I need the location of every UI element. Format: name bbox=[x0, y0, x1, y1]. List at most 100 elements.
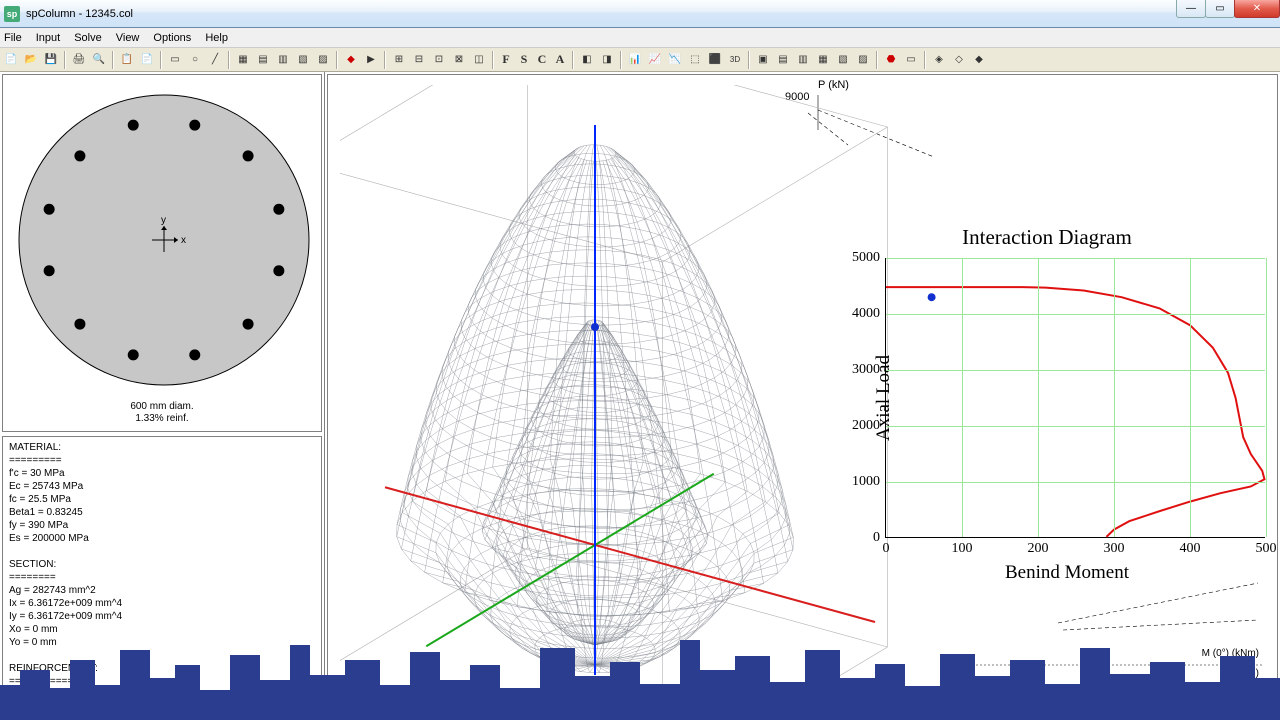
tool-copy[interactable]: 📋 bbox=[118, 51, 136, 69]
section-header: SECTION: bbox=[9, 558, 315, 571]
section-line: Xo = 0 mm bbox=[9, 623, 315, 636]
xtick: 100 bbox=[952, 541, 973, 557]
close-button[interactable]: ✕ bbox=[1234, 0, 1280, 18]
tool-misc2[interactable]: ◨ bbox=[598, 51, 616, 69]
ytick: 1000 bbox=[852, 474, 880, 490]
tool-3d[interactable]: 3D bbox=[726, 51, 744, 69]
tool-y3[interactable]: ◆ bbox=[970, 51, 988, 69]
tool-w6[interactable]: ▨ bbox=[854, 51, 872, 69]
window-title: spColumn - 12345.col bbox=[26, 8, 133, 20]
tool-line[interactable]: ╱ bbox=[206, 51, 224, 69]
ytick: 5000 bbox=[852, 250, 880, 266]
app-icon: sp bbox=[4, 6, 20, 22]
tool-zoom2[interactable]: ⊟ bbox=[410, 51, 428, 69]
material-line: Es = 200000 MPa bbox=[9, 532, 315, 545]
menu-file[interactable]: File bbox=[4, 32, 22, 44]
svg-text:x: x bbox=[181, 235, 186, 246]
material-line: fc = 25.5 MPa bbox=[9, 493, 315, 506]
material-line: Beta1 = 0.83245 bbox=[9, 506, 315, 519]
tool-letter-s[interactable]: S bbox=[516, 51, 532, 69]
tool-v2[interactable]: 📈 bbox=[646, 51, 664, 69]
menu-input[interactable]: Input bbox=[36, 32, 60, 44]
tool-v4[interactable]: ⬚ bbox=[686, 51, 704, 69]
caption-reinf: 1.33% reinf. bbox=[3, 413, 321, 425]
ytick: 0 bbox=[873, 530, 880, 546]
tool-run[interactable]: ▶ bbox=[362, 51, 380, 69]
tool-letter-f[interactable]: F bbox=[498, 51, 514, 69]
main-viewport[interactable]: P (kN) 9000 M (0°) (kNm) (Pmin) 8000 Int… bbox=[327, 74, 1278, 718]
info-panel: MATERIAL: ========= f'c = 30 MPaEc = 257… bbox=[2, 436, 322, 718]
tool-grid3[interactable]: ▥ bbox=[274, 51, 292, 69]
tool-x2[interactable]: ▭ bbox=[902, 51, 920, 69]
tool-v1[interactable]: 📊 bbox=[626, 51, 644, 69]
toolbar: 📄 📂 💾 🖨 🔍 📋 📄 ▭ ○ ╱ ▦ ▤ ▥ ▧ ▨ ◆ ▶ ⊞ ⊟ ⊡ … bbox=[0, 48, 1280, 72]
tool-letter-a[interactable]: A bbox=[552, 51, 568, 69]
tool-grid2[interactable]: ▤ bbox=[254, 51, 272, 69]
tool-w3[interactable]: ▥ bbox=[794, 51, 812, 69]
tool-y2[interactable]: ◇ bbox=[950, 51, 968, 69]
tool-save[interactable]: 💾 bbox=[42, 51, 60, 69]
tool-x1[interactable]: ⬣ bbox=[882, 51, 900, 69]
maximize-button[interactable]: ▭ bbox=[1205, 0, 1235, 18]
tool-paste[interactable]: 📄 bbox=[138, 51, 156, 69]
tool-zoom1[interactable]: ⊞ bbox=[390, 51, 408, 69]
tool-zoom4[interactable]: ⊠ bbox=[450, 51, 468, 69]
tool-w4[interactable]: ▦ bbox=[814, 51, 832, 69]
xtick: 500 bbox=[1256, 541, 1277, 557]
m-axis-label: M (0°) (kNm) bbox=[1202, 648, 1259, 659]
menu-bar: File Input Solve View Options Help bbox=[0, 28, 1280, 48]
material-line: Ec = 25743 MPa bbox=[9, 480, 315, 493]
tool-rect[interactable]: ▭ bbox=[166, 51, 184, 69]
reinf-line: As = 3768 mm^2 bbox=[9, 701, 315, 714]
tool-letter-c[interactable]: C bbox=[534, 51, 550, 69]
tool-zoom5[interactable]: ◫ bbox=[470, 51, 488, 69]
menu-help[interactable]: Help bbox=[205, 32, 228, 44]
section-line: Ag = 282743 mm^2 bbox=[9, 584, 315, 597]
menu-solve[interactable]: Solve bbox=[74, 32, 102, 44]
tool-grid4[interactable]: ▧ bbox=[294, 51, 312, 69]
tool-w1[interactable]: ▣ bbox=[754, 51, 772, 69]
svg-text:y: y bbox=[161, 215, 166, 226]
ytick: 2000 bbox=[852, 418, 880, 434]
title-bar: sp spColumn - 12345.col — ▭ ✕ bbox=[0, 0, 1280, 28]
reinf-line: 12 #20 bars @ 1.333% bbox=[9, 688, 315, 701]
material-line: f'c = 30 MPa bbox=[9, 467, 315, 480]
section-line: Yo = 0 mm bbox=[9, 636, 315, 649]
cross-section-panel: x y 600 mm diam. 1.33% reinf. bbox=[2, 74, 322, 432]
tool-zoom3[interactable]: ⊡ bbox=[430, 51, 448, 69]
tool-misc1[interactable]: ◧ bbox=[578, 51, 596, 69]
xtick: 400 bbox=[1180, 541, 1201, 557]
tool-w2[interactable]: ▤ bbox=[774, 51, 792, 69]
tool-w5[interactable]: ▧ bbox=[834, 51, 852, 69]
tool-open[interactable]: 📂 bbox=[22, 51, 40, 69]
interaction-surface-3d: 8000 bbox=[340, 85, 900, 705]
cross-section-drawing: x y bbox=[3, 75, 324, 429]
tool-grid5[interactable]: ▨ bbox=[314, 51, 332, 69]
chart-curve bbox=[886, 258, 1266, 538]
menu-options[interactable]: Options bbox=[153, 32, 191, 44]
xtick: 200 bbox=[1028, 541, 1049, 557]
ytick: 3000 bbox=[852, 362, 880, 378]
tool-flag[interactable]: ◆ bbox=[342, 51, 360, 69]
minimize-button[interactable]: — bbox=[1176, 0, 1206, 18]
reinf-header: REINFORCEMENT: bbox=[9, 662, 315, 675]
tool-print[interactable]: 🖨 bbox=[70, 51, 88, 69]
tool-preview[interactable]: 🔍 bbox=[90, 51, 108, 69]
chart-title: Interaction Diagram bbox=[837, 225, 1257, 250]
interaction-diagram: Interaction Diagram Axial Load 010002000… bbox=[837, 225, 1257, 565]
section-line: Ix = 6.36172e+009 mm^4 bbox=[9, 597, 315, 610]
pmin-label: (Pmin) bbox=[1230, 668, 1259, 679]
chart-xlabel: Benind Moment bbox=[877, 562, 1257, 584]
section-caption: 600 mm diam. 1.33% reinf. bbox=[3, 401, 321, 425]
menu-view[interactable]: View bbox=[116, 32, 140, 44]
section-line: Iy = 6.36172e+009 mm^4 bbox=[9, 610, 315, 623]
tool-v3[interactable]: 📉 bbox=[666, 51, 684, 69]
tool-circle[interactable]: ○ bbox=[186, 51, 204, 69]
caption-diam: 600 mm diam. bbox=[3, 401, 321, 413]
tool-v5[interactable]: ⬛ bbox=[706, 51, 724, 69]
material-header: MATERIAL: bbox=[9, 441, 315, 454]
tool-grid1[interactable]: ▦ bbox=[234, 51, 252, 69]
tool-y1[interactable]: ◈ bbox=[930, 51, 948, 69]
xtick: 0 bbox=[883, 541, 890, 557]
tool-new[interactable]: 📄 bbox=[2, 51, 20, 69]
